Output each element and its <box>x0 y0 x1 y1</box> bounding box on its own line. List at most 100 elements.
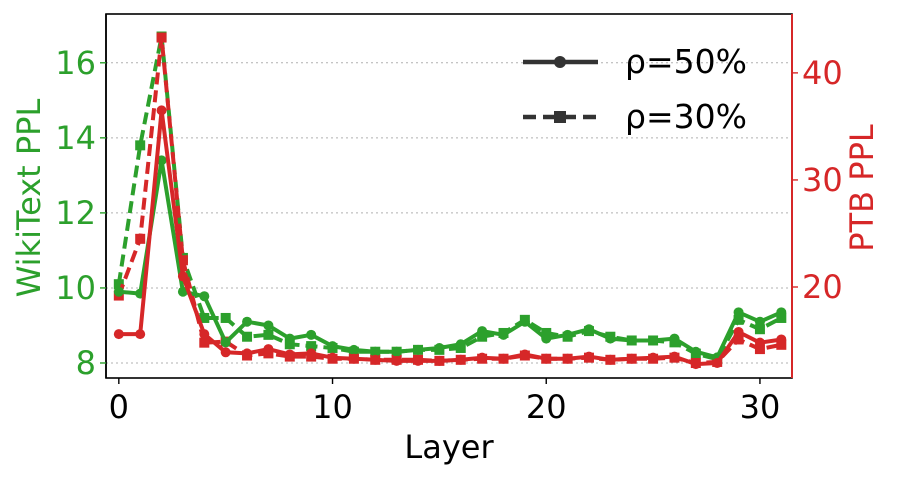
legend: ρ=50% ρ=30% <box>523 42 747 136</box>
data-point <box>391 355 402 366</box>
data-point <box>648 335 659 346</box>
right-y-axis-title: PTB PPL <box>843 124 881 252</box>
data-point <box>776 312 787 323</box>
data-point <box>220 312 231 323</box>
data-point <box>242 348 253 359</box>
legend-circle-marker <box>554 56 566 68</box>
data-point <box>434 342 445 353</box>
series-line <box>116 34 783 362</box>
left-y-tick-label: 12 <box>55 194 96 232</box>
data-point <box>733 314 744 325</box>
data-point <box>541 333 552 344</box>
x-tick-label: 20 <box>526 388 567 426</box>
data-point <box>583 324 594 335</box>
right-y-tick-label: 30 <box>802 161 843 199</box>
data-point <box>712 358 723 369</box>
data-point <box>177 255 188 266</box>
data-point <box>327 352 338 363</box>
series-ptb-solid <box>113 105 787 370</box>
data-point <box>135 329 146 340</box>
data-point <box>199 329 210 340</box>
data-point <box>455 354 466 365</box>
data-point <box>562 353 573 364</box>
data-point <box>498 329 509 340</box>
data-point <box>519 316 530 327</box>
data-point <box>648 352 659 363</box>
data-point <box>348 344 359 355</box>
data-point <box>177 286 188 297</box>
data-point <box>370 354 381 365</box>
data-point <box>434 355 445 366</box>
data-point <box>263 344 274 355</box>
data-point <box>754 344 765 355</box>
legend-square-marker <box>554 111 566 123</box>
data-point <box>541 353 552 364</box>
data-point <box>690 359 701 370</box>
left-y-axis-title: WikiText PPL <box>10 99 48 298</box>
series-line <box>118 158 783 360</box>
data-point <box>498 353 509 364</box>
data-point <box>626 335 637 346</box>
data-point <box>156 32 167 43</box>
data-point <box>135 233 146 244</box>
x-tick-label: 10 <box>312 388 353 426</box>
series-line <box>116 35 782 365</box>
data-point <box>370 346 381 357</box>
data-point <box>626 353 637 364</box>
data-point <box>541 327 552 338</box>
data-point <box>263 329 274 340</box>
left-y-tick-label: 8 <box>76 344 96 382</box>
right-y-tick-label: 20 <box>802 268 843 306</box>
data-point <box>199 312 210 323</box>
data-point <box>776 334 787 345</box>
legend-label-50: ρ=50% <box>625 42 747 81</box>
legend-label-30: ρ=30% <box>625 97 747 136</box>
x-tick-label: 30 <box>740 388 781 426</box>
data-point <box>562 329 573 340</box>
grid <box>106 62 792 364</box>
data-point <box>413 355 424 366</box>
data-point <box>669 333 680 344</box>
data-point <box>113 329 124 340</box>
ticks: 0 10 20 30 8 10 12 14 16 20 30 40 <box>55 44 842 426</box>
data-point <box>754 337 765 348</box>
data-point <box>733 307 744 318</box>
data-point <box>413 344 424 355</box>
series-layer <box>113 31 787 370</box>
data-point <box>135 140 146 151</box>
data-point <box>306 329 317 340</box>
x-axis-title: Layer <box>404 428 494 466</box>
data-point <box>733 326 744 337</box>
data-point <box>156 105 167 116</box>
data-point <box>477 352 488 363</box>
data-point <box>477 331 488 342</box>
data-point <box>455 339 466 350</box>
data-point <box>754 316 765 327</box>
data-point <box>263 320 274 331</box>
data-point <box>220 337 231 348</box>
data-point <box>199 337 210 348</box>
data-point <box>113 286 124 297</box>
left-y-tick-label: 10 <box>55 269 96 307</box>
data-point <box>284 339 295 350</box>
data-point <box>327 341 338 352</box>
data-point <box>477 326 488 337</box>
data-point <box>242 331 253 342</box>
data-point <box>776 339 787 350</box>
data-point <box>776 307 787 318</box>
data-point <box>306 348 317 359</box>
data-point <box>391 346 402 357</box>
data-point <box>284 333 295 344</box>
data-point <box>284 349 295 360</box>
data-point <box>306 341 317 352</box>
data-point <box>733 334 744 345</box>
data-point <box>605 354 616 365</box>
series-wikitext-solid <box>113 155 787 363</box>
data-point <box>519 349 530 360</box>
data-point <box>690 346 701 357</box>
data-point <box>177 271 188 282</box>
left-y-tick-label: 16 <box>55 44 96 82</box>
data-point <box>220 347 231 358</box>
data-point <box>583 351 594 362</box>
